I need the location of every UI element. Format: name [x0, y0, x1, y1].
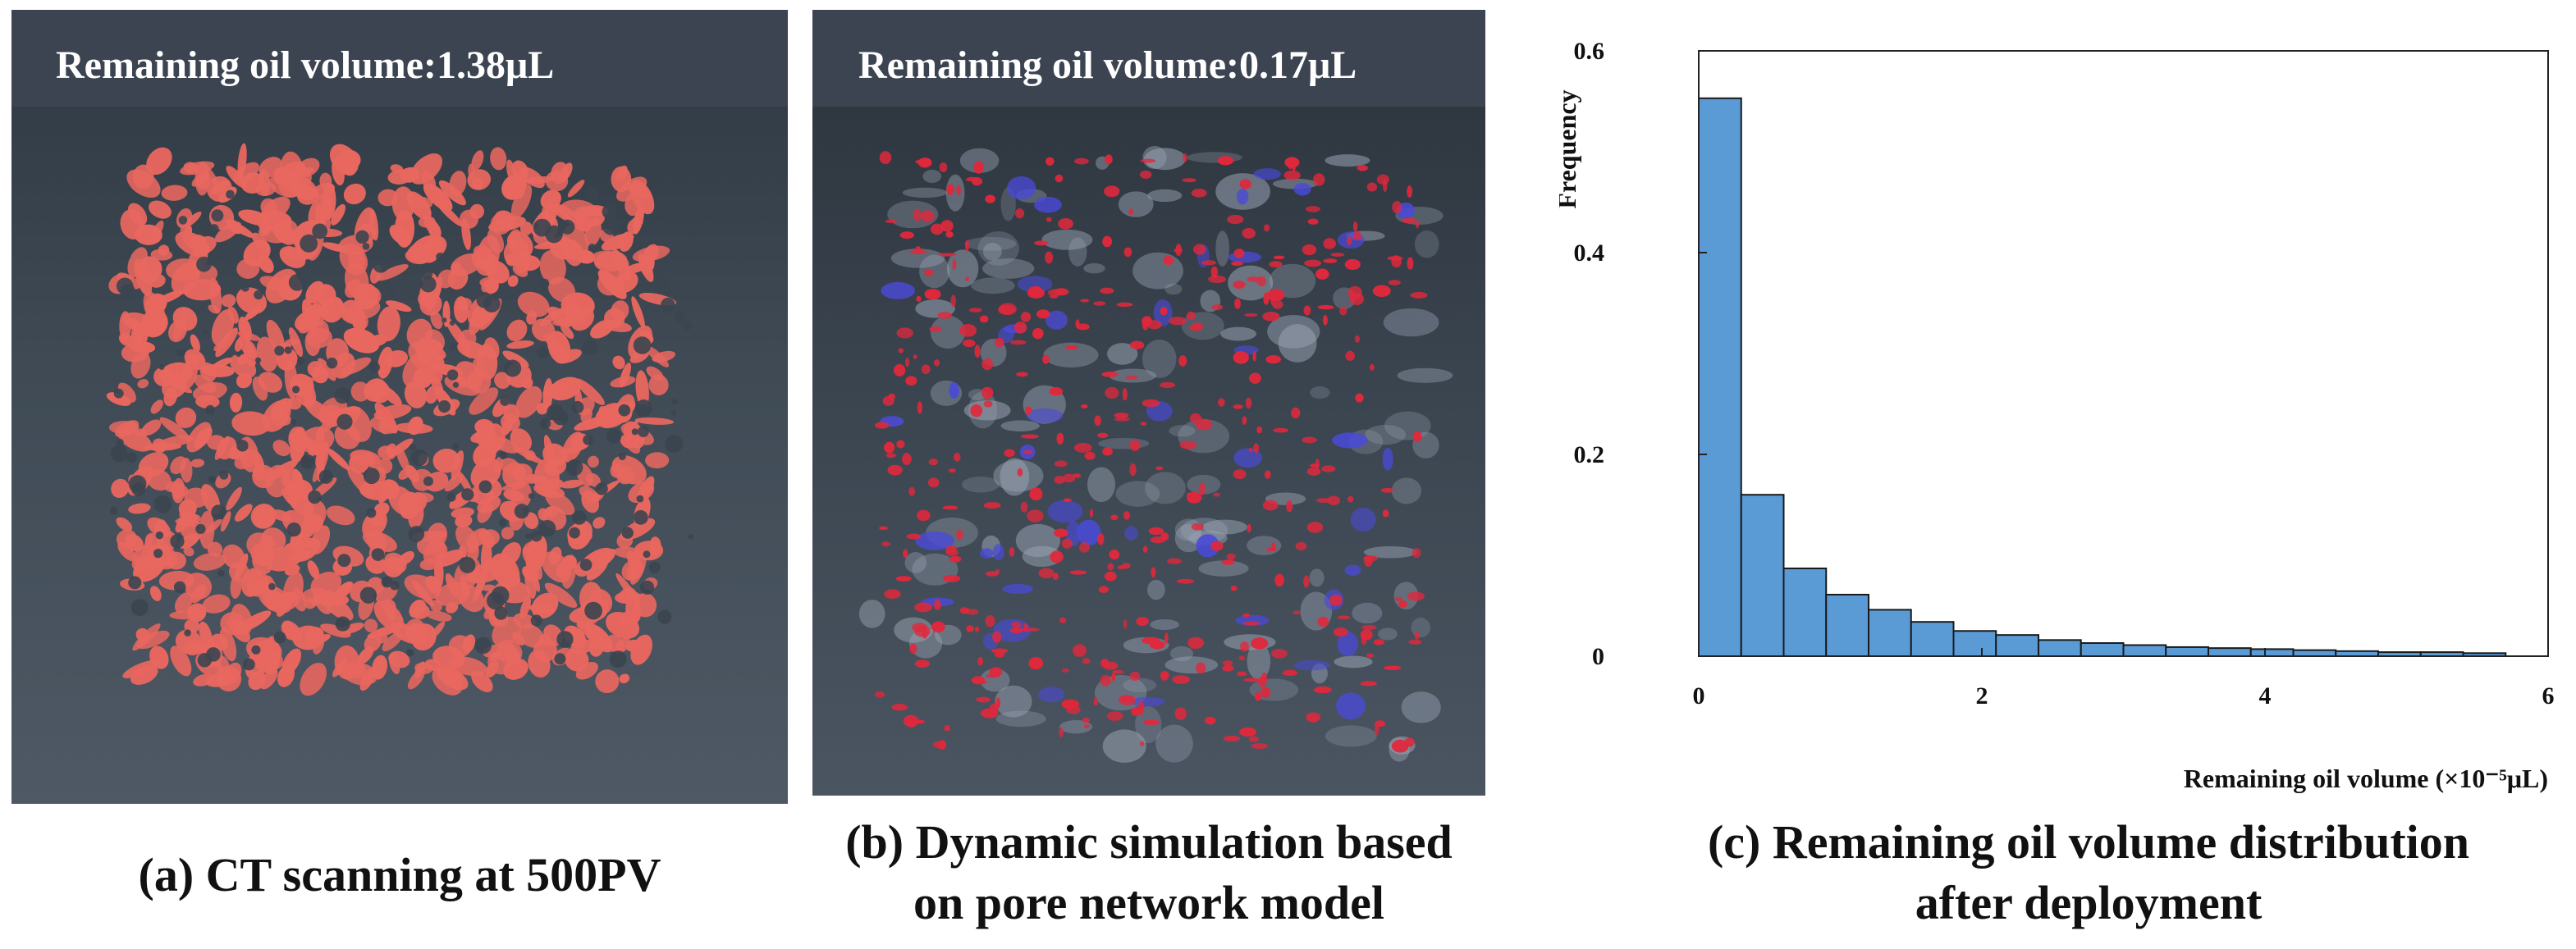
histogram-bar — [2038, 639, 2082, 658]
ct-scan-banner: Remaining oil volume:1.38μL — [11, 10, 788, 107]
histogram-bar — [1952, 630, 1997, 657]
histogram-bar — [1995, 634, 2039, 657]
histogram-bar — [1782, 567, 1828, 657]
histogram-bar — [1910, 621, 1955, 657]
histogram-bar — [2080, 642, 2125, 658]
y-tick-label: 0 — [1592, 643, 1604, 670]
x-axis-label: Remaining oil volume (×10⁻⁵μL) — [2184, 764, 2548, 793]
histogram-bar — [2208, 647, 2252, 657]
x-tick-label: 4 — [2259, 682, 2272, 709]
histogram-bar — [2249, 648, 2295, 658]
histogram-bar — [1868, 609, 1912, 657]
caption-a: (a) CT scanning at 500PV — [138, 848, 661, 901]
pore-network-simulation-image: Remaining oil volume:0.17μL — [812, 10, 1485, 796]
caption-c-line1: (c) Remaining oil volume distribution — [1707, 815, 2470, 869]
x-tick-label: 6 — [2542, 682, 2555, 709]
histogram-bar — [1825, 593, 1869, 657]
caption-c-line2: after deployment — [1915, 876, 2263, 929]
y-tick-label: 0.4 — [1574, 240, 1605, 267]
oil-volume-histogram: 0 2 4 6 0 0.2 0.4 0.6 Frequency Remaining oil vol… — [1559, 38, 2555, 793]
y-tick-label: 0.6 — [1574, 38, 1605, 65]
plot-frame — [1698, 50, 2549, 657]
x-tick-label: 0 — [1693, 682, 1705, 709]
ct-scan-image: Remaining oil volume:1.38μL — [11, 10, 788, 804]
ct-oil-cluster-render — [106, 143, 707, 696]
x-tick-label: 2 — [1976, 682, 1988, 709]
caption-b: (b) Dynamic simulation based on pore net… — [763, 812, 1535, 933]
histogram-bar — [1698, 97, 1742, 657]
caption-b-line1: (b) Dynamic simulation based — [845, 815, 1453, 869]
y-axis-label: Frequency — [1559, 89, 1581, 208]
histogram-bar — [2292, 649, 2337, 657]
y-tick-label: 0.2 — [1574, 441, 1605, 468]
ct-remaining-oil-label: Remaining oil volume:1.38μL — [56, 43, 555, 87]
caption-b-line2: on pore network model — [913, 876, 1385, 929]
histogram-bar — [2165, 646, 2209, 657]
histogram-bar — [1740, 494, 1785, 658]
histogram-bar — [2122, 644, 2167, 657]
simulation-banner: Remaining oil volume:0.17μL — [812, 10, 1485, 107]
pore-network-render — [858, 145, 1453, 763]
caption-c: (c) Remaining oil volume distribution af… — [1608, 812, 2569, 933]
sim-remaining-oil-label: Remaining oil volume:0.17μL — [858, 43, 1357, 87]
